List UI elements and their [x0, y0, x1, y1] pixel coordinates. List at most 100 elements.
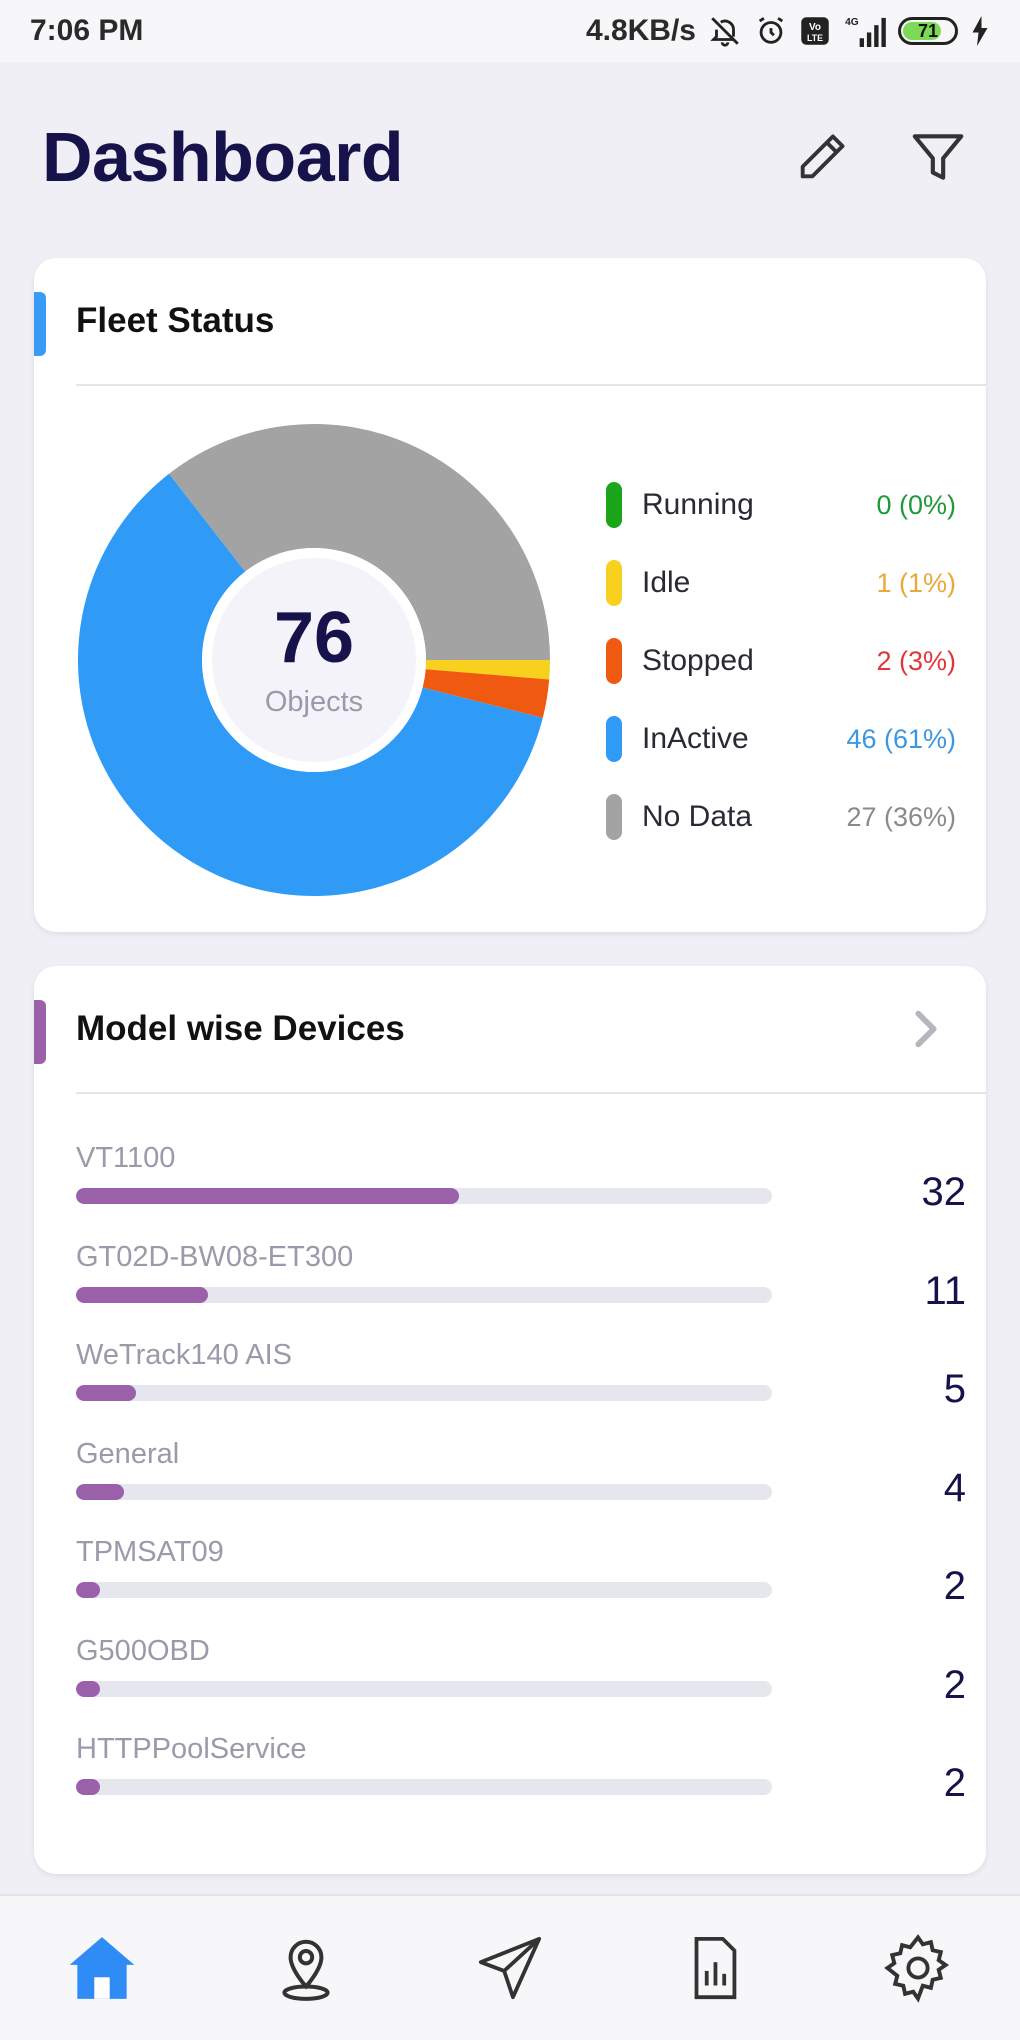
alarm-icon [754, 14, 788, 48]
model-name: TPMSAT09 [76, 1536, 224, 1568]
model-row[interactable]: HTTPPoolService 2 [76, 1729, 966, 1828]
legend-label: InActive [642, 722, 749, 755]
card-accent-bar [34, 1000, 46, 1064]
legend-color-dot [606, 638, 622, 684]
chevron-right-icon[interactable] [906, 1006, 946, 1052]
legend-label: No Data [642, 800, 753, 833]
legend-item-no-data[interactable]: No Data 27 (36%) [606, 778, 956, 856]
model-progress-track [76, 1582, 772, 1598]
legend-color-dot [606, 794, 622, 840]
donut-slice-inactive[interactable] [78, 473, 543, 896]
legend-label: Running [642, 488, 754, 521]
battery-level: 71 [917, 20, 939, 41]
fleet-legend: Running 0 (0%) Idle 1 (1%) Stopped 2 (3%) InAc… [606, 466, 956, 856]
fleet-status-title: Fleet Status [76, 301, 275, 340]
model-name: WeTrack140 AIS [76, 1339, 292, 1371]
nav-settings[interactable] [868, 1918, 968, 2018]
legend-color-dot [606, 482, 622, 528]
bottom-nav [0, 1894, 1020, 2040]
model-count: 32 [921, 1170, 967, 1214]
model-count: 11 [924, 1268, 966, 1313]
page-title: Dashboard [42, 118, 404, 196]
donut-slice-no-data[interactable] [169, 424, 550, 660]
legend-item-running[interactable]: Running 0 (0%) [606, 466, 956, 544]
model-progress-fill [76, 1582, 100, 1598]
divider [76, 384, 986, 386]
card-accent-bar [34, 292, 46, 356]
fleet-status-header: Fleet Status [34, 258, 986, 384]
model-count: 2 [943, 1564, 966, 1608]
model-progress-fill [76, 1385, 136, 1401]
nav-home[interactable] [52, 1918, 152, 2018]
model-name: GT02D-BW08-ET300 [76, 1240, 354, 1273]
model-row[interactable]: GT02D-BW08-ET300 11 [76, 1237, 966, 1336]
model-name: HTTPPoolService [76, 1733, 307, 1765]
legend-item-stopped[interactable]: Stopped 2 (3%) [606, 622, 956, 700]
model-progress-fill [76, 1779, 100, 1795]
status-icons: 4.8KB/s Vo LTE 4G 71 [586, 14, 990, 48]
model-count: 4 [943, 1465, 966, 1510]
legend-value: 27 (36%) [846, 801, 956, 832]
legend-item-idle[interactable]: Idle 1 (1%) [606, 544, 956, 622]
svg-text:LTE: LTE [807, 33, 823, 43]
status-bar: 7:06 PM 4.8KB/s Vo LTE 4G 71 [0, 0, 1020, 62]
donut-svg [78, 424, 550, 896]
model-progress-fill [76, 1680, 100, 1697]
legend-value: 1 (1%) [876, 567, 956, 598]
model-row[interactable]: General 4 [76, 1434, 966, 1533]
model-name: General [76, 1437, 180, 1470]
donut-slice-stopped[interactable] [422, 669, 550, 718]
legend-label: Stopped [642, 644, 754, 677]
model-row[interactable]: TPMSAT09 2 [76, 1532, 966, 1631]
fleet-status-card: Fleet Status 76 Objects Running 0 (0%) Idl… [34, 258, 986, 932]
model-progress-track [76, 1779, 772, 1795]
donut-center-fill [212, 558, 416, 762]
navigate-icon [478, 1936, 542, 2000]
nav-track[interactable] [460, 1918, 560, 2018]
model-progress-fill [76, 1286, 208, 1303]
filter-icon [912, 134, 964, 180]
legend-label: Idle [642, 566, 691, 599]
model-row[interactable]: G500OBD 2 [76, 1631, 966, 1730]
settings-icon [884, 1934, 950, 2003]
model-progress-track [76, 1286, 772, 1303]
model-devices-title: Model wise Devices [76, 1009, 405, 1048]
legend-color-dot [606, 560, 622, 606]
model-progress-track [76, 1680, 772, 1697]
filter-button[interactable] [898, 117, 978, 197]
nav-map[interactable] [256, 1918, 356, 2018]
signal-icon: 4G [842, 15, 886, 47]
model-devices-header[interactable]: Model wise Devices [34, 966, 986, 1092]
page-header: Dashboard [0, 62, 1020, 252]
model-list: VT1100 32 GT02D-BW08-ET300 11 WeTrack140 AIS… [76, 1138, 966, 1828]
network-speed: 4.8KB/s [585, 14, 696, 47]
model-name: VT1100 [76, 1142, 176, 1174]
model-count: 5 [943, 1367, 966, 1411]
legend-value: 0 (0%) [876, 489, 956, 520]
model-row[interactable]: VT1100 32 [76, 1138, 966, 1237]
model-devices-card[interactable]: Model wise Devices VT1100 32 GT02D-BW08-ET… [34, 966, 986, 1874]
model-row[interactable]: WeTrack140 AIS 5 [76, 1335, 966, 1434]
fleet-donut-chart[interactable]: 76 Objects [76, 422, 552, 898]
svg-text:Vo: Vo [809, 22, 821, 33]
mute-bell-icon [708, 14, 742, 48]
model-progress-track [76, 1483, 772, 1500]
legend-value: 46 (61%) [846, 723, 956, 754]
divider [76, 1092, 986, 1094]
nav-reports[interactable] [664, 1918, 764, 2018]
charging-icon [970, 16, 990, 46]
legend-color-dot [606, 716, 622, 762]
reports-icon [694, 1936, 737, 2000]
donut-slice-idle[interactable] [425, 660, 550, 680]
model-count: 2 [943, 1662, 966, 1707]
legend-item-inactive[interactable]: InActive 46 (61%) [606, 700, 956, 778]
total-objects-count: 76 [273, 597, 355, 678]
model-progress-track [76, 1385, 772, 1401]
edit-button[interactable] [782, 117, 862, 197]
model-progress-fill [76, 1188, 459, 1204]
pencil-icon [800, 134, 845, 179]
volte-icon: Vo LTE [800, 16, 830, 46]
location-pin-icon [282, 1939, 330, 2001]
legend-value: 2 (3%) [876, 645, 956, 676]
model-progress-track [76, 1188, 772, 1204]
